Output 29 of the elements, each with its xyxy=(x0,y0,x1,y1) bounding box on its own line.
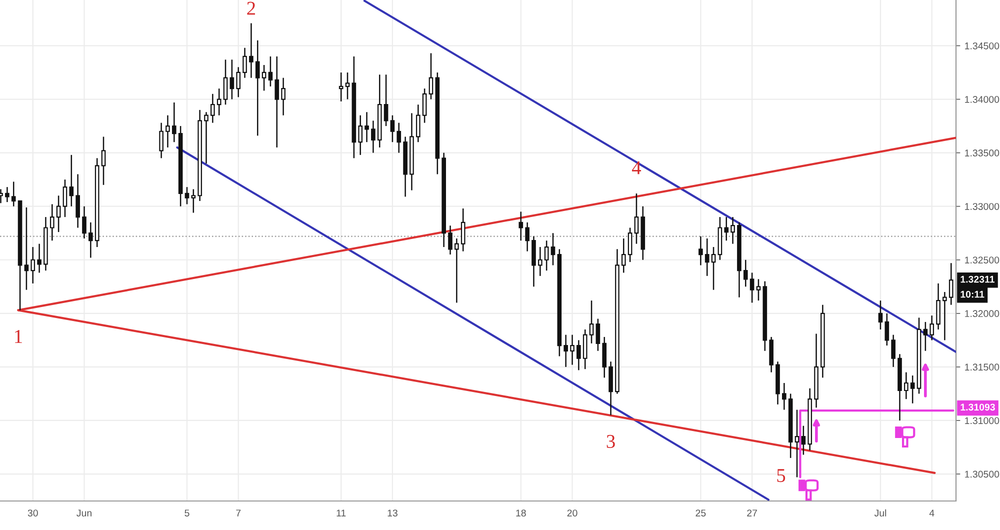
series-label: 1.31093 xyxy=(960,404,995,411)
x-tick-label: 13 xyxy=(388,510,398,516)
x-tick-label: Jul xyxy=(874,509,886,516)
y-tick-label: 1.30500 xyxy=(965,470,1000,478)
annotation: 2 xyxy=(247,2,255,15)
y-tick-label: 1.32000 xyxy=(965,310,1000,318)
x-tick-label: 5 xyxy=(184,510,190,516)
x-tick-label: 20 xyxy=(567,510,578,516)
annotation: 5 xyxy=(777,469,786,482)
y-tick-label: 1.32500 xyxy=(965,256,1000,264)
y-tick-label: 1.34000 xyxy=(965,96,1000,103)
y-tick-label: 1.33000 xyxy=(965,203,1000,210)
x-tick-label: 30 xyxy=(28,510,38,516)
x-tick-label: 4 xyxy=(929,510,934,516)
y-tick-label: 1.31000 xyxy=(965,417,1000,424)
x-tick-label: 11 xyxy=(336,510,346,516)
y-tick-label: 1.31500 xyxy=(965,364,1000,371)
x-tick-label: 27 xyxy=(747,510,757,516)
annotation: 3 xyxy=(606,434,615,448)
annotation: 4 xyxy=(632,161,642,174)
x-tick-label: 18 xyxy=(516,510,526,516)
annotation: 1 xyxy=(15,330,22,343)
text: 1.32311 xyxy=(960,276,995,283)
x-tick-label: 25 xyxy=(696,510,706,516)
x-tick-label: 7 xyxy=(236,510,241,516)
y-tick-label: 1.34500 xyxy=(965,42,1000,50)
text: 10:11 xyxy=(960,290,984,298)
y-tick-label: 1.33500 xyxy=(965,150,1000,156)
x-tick-label: Jun xyxy=(76,510,92,516)
